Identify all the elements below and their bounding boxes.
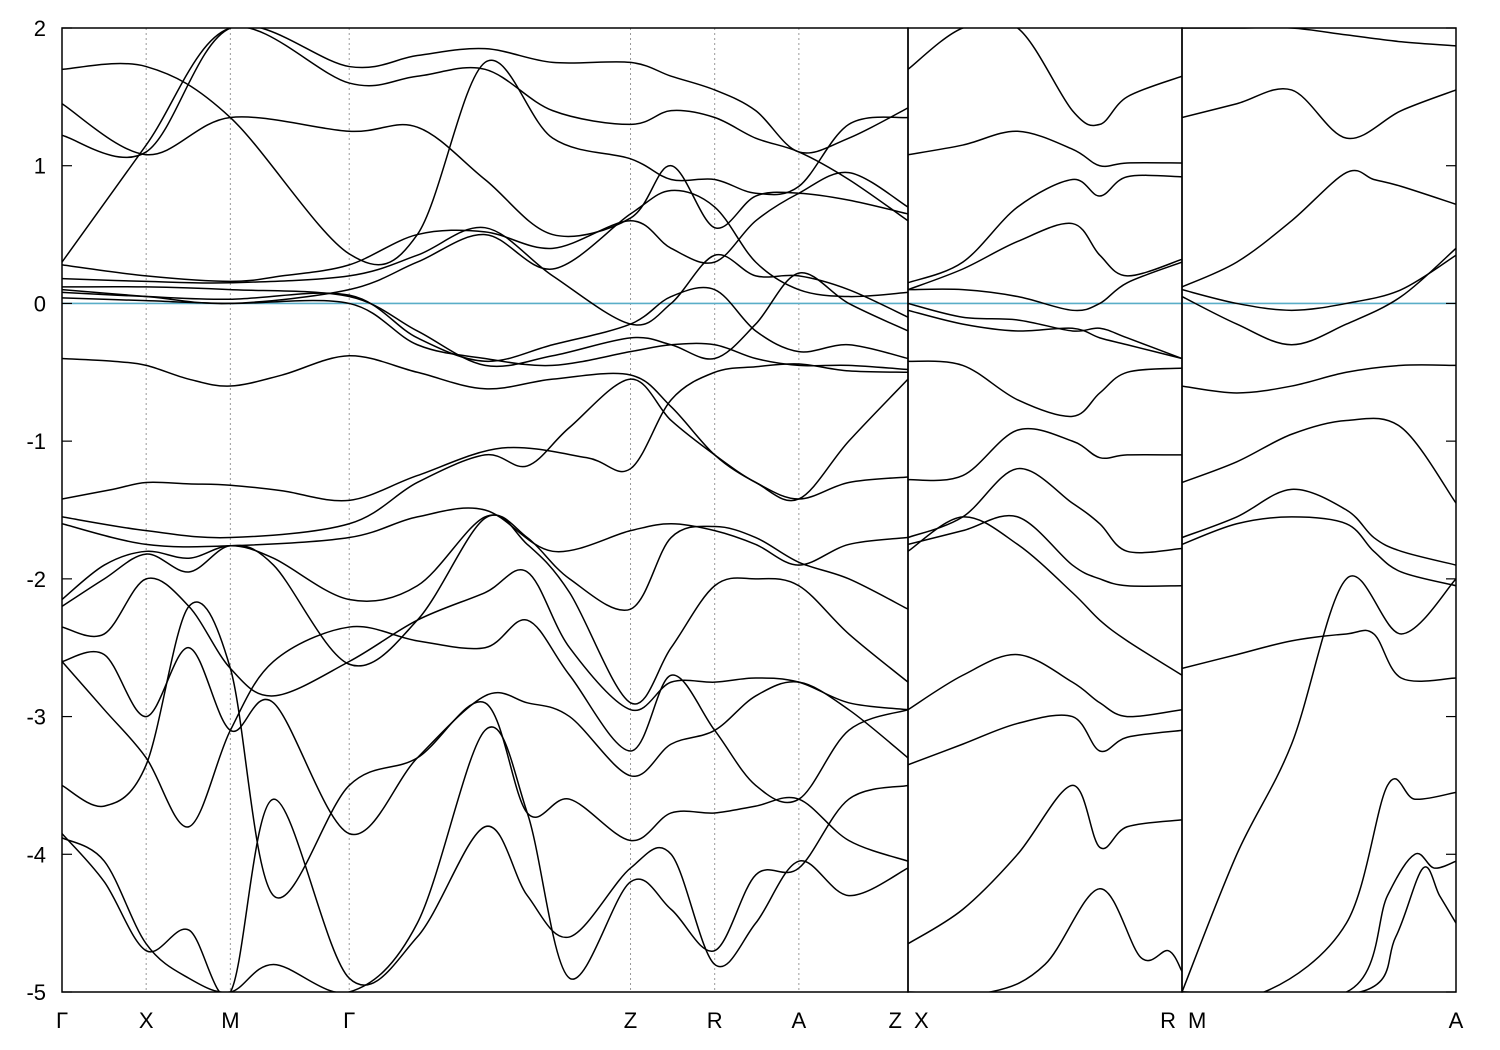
bands [908,28,1182,992]
y-tick-label: -1 [26,429,46,454]
band-line [1182,417,1456,504]
band-line [908,714,1182,766]
band-line [62,226,908,326]
band-line [62,272,908,368]
bands [1182,28,1456,992]
panel-2 [907,27,1183,993]
y-tick-label: -5 [26,980,46,1005]
y-tick-label: -3 [26,705,46,730]
band-line [1182,364,1456,394]
band-line [62,355,908,502]
band-line [62,569,908,712]
band-line [1182,575,1456,992]
band-line [62,286,908,363]
kpoint-label: Γ [56,1008,68,1033]
panel-frame [1181,27,1457,993]
band-line [62,378,908,539]
band-line [1182,516,1456,587]
band-line [908,514,1182,587]
kpoint-label: Z [624,1008,637,1033]
band-line [908,28,1182,127]
band-line [62,171,908,283]
band-line [62,646,908,836]
band-line [908,516,1182,676]
kpoint-label: M [221,1008,239,1033]
band-line [908,309,1182,360]
band-line [62,514,908,612]
y-tick-label: 1 [34,154,46,179]
panel-1 [61,27,909,993]
band-line [62,514,908,705]
y-tick-label: 0 [34,291,46,316]
band-line [62,619,908,828]
panel-3 [1181,27,1457,993]
band-line [1182,852,1456,992]
band-line [62,28,908,263]
kpoint-label: X [914,1008,929,1033]
y-tick-label: -4 [26,842,46,867]
kpoint-label: M [1188,1008,1206,1033]
band-line [908,360,1182,418]
y-axis-ticks: 2 1 0 -1 -2 -3 -4 -5 [26,16,72,1005]
kpoint-label: Γ [343,1008,355,1033]
y-tick-label: -2 [26,567,46,592]
band-line [1182,254,1456,312]
band-line [908,467,1182,554]
band-line [908,784,1182,945]
kpoint-label: A [1449,1008,1464,1033]
band-line [62,297,908,371]
band-line [1182,87,1456,140]
band-line [62,601,908,899]
band-line [62,103,908,238]
band-line [1182,866,1456,992]
band-line [1182,777,1456,992]
band-line [1182,28,1456,47]
kpoint-label: R [707,1008,723,1033]
kpoint-label: Z [889,1008,902,1033]
band-line [1182,629,1456,682]
panel-frame [907,27,1183,993]
band-line [1182,488,1456,566]
plot-panels [61,27,1457,993]
band-line [908,222,1182,291]
y-tick-label: 2 [34,16,46,41]
band-line [908,428,1182,482]
kpoint-label: X [139,1008,154,1033]
kpoint-label: A [792,1008,807,1033]
bands [62,28,908,992]
band-line [1182,169,1456,288]
band-line [62,189,908,305]
kpoint-label: R [1160,1008,1176,1033]
band-line [62,363,908,502]
band-line [908,130,1182,168]
band-line [908,261,1182,312]
band-line [62,726,908,992]
band-line [908,653,1182,718]
band-line [908,302,1182,360]
band-line [1182,247,1456,346]
band-line [908,887,1182,992]
band-line [62,28,908,159]
band-line [908,174,1182,284]
band-line [62,798,908,992]
band-line [62,59,908,266]
